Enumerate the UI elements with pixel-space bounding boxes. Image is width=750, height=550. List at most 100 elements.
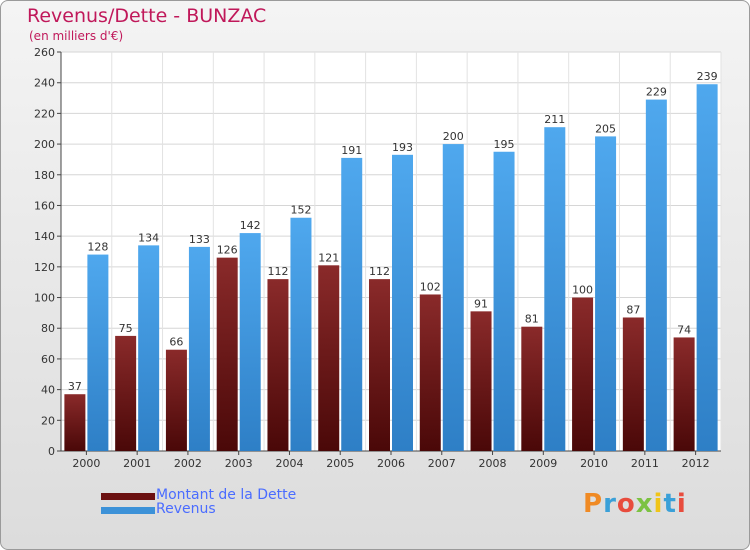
data-label-revenus: 200: [443, 130, 464, 143]
bar-revenus: [595, 136, 617, 451]
x-tick-label: 2001: [123, 457, 151, 470]
y-tick-label: 240: [34, 77, 55, 90]
data-label-revenus: 191: [341, 144, 362, 157]
data-label-revenus: 128: [87, 241, 108, 254]
x-tick-label: 2003: [225, 457, 253, 470]
axes: 0 20 40 60 80 100 120 140 160 180 200 220 240 260 2000…: [34, 46, 721, 470]
y-tick-label: 20: [41, 414, 55, 427]
x-tick-label: 2007: [428, 457, 456, 470]
grid-lines: [60, 51, 722, 452]
y-tick-label: 180: [34, 169, 55, 182]
chart-title: Revenus/Dette - BUNZAC: [27, 5, 267, 27]
x-tick-label: 2000: [72, 457, 100, 470]
data-label-revenus: 239: [697, 70, 718, 83]
data-label-revenus: 211: [544, 113, 565, 126]
bar-revenus: [239, 233, 261, 451]
logo-letter: t: [663, 489, 677, 519]
data-label-revenus: 195: [494, 138, 515, 151]
x-tick-label: 2010: [580, 457, 608, 470]
y-tick-label: 120: [34, 261, 55, 274]
y-tick-label: 140: [34, 230, 55, 243]
bar-revenus: [290, 217, 312, 451]
data-label-debt: 102: [420, 280, 441, 293]
bar-revenus: [493, 151, 515, 451]
bar-debt: [419, 294, 441, 451]
y-tick-label: 80: [41, 322, 55, 335]
y-tick-label: 0: [48, 445, 55, 458]
bar-revenus: [544, 127, 566, 451]
logo-letter: P: [583, 489, 604, 519]
bar-debt: [572, 297, 594, 451]
data-label-revenus: 133: [189, 233, 210, 246]
bar-debt: [64, 394, 86, 451]
x-tick-label: 2008: [479, 457, 507, 470]
bar-debt: [115, 335, 137, 451]
logo-letter: i: [676, 489, 687, 519]
data-label-debt: 112: [369, 265, 390, 278]
data-label-debt: 100: [572, 284, 593, 297]
x-tick-label: 2006: [377, 457, 405, 470]
bar-debt: [470, 311, 492, 451]
data-label-revenus: 152: [290, 204, 311, 217]
y-tick-label: 160: [34, 199, 55, 212]
logo-letter: r: [603, 489, 617, 519]
x-tick-label: 2005: [326, 457, 354, 470]
bar-revenus: [392, 154, 413, 452]
bars: [64, 84, 718, 452]
bar-debt: [165, 349, 187, 451]
bar-revenus: [696, 84, 718, 451]
bar-revenus: [341, 157, 363, 451]
data-label-debt: 126: [217, 244, 238, 257]
y-tick-label: 200: [34, 138, 55, 151]
data-label-debt: 37: [68, 380, 82, 393]
data-label-debt: 74: [677, 323, 691, 336]
bar-revenus: [87, 254, 109, 451]
data-label-debt: 91: [474, 297, 488, 310]
data-label-revenus: 142: [240, 219, 261, 232]
chart-subtitle: (en milliers d'€): [29, 29, 124, 43]
data-label-revenus: 205: [595, 122, 616, 135]
bar-revenus: [188, 246, 210, 451]
x-tick-label: 2012: [682, 457, 710, 470]
data-label-debt: 75: [119, 322, 133, 335]
proxiti-logo: Proxiti: [583, 489, 687, 519]
logo-letter: i: [653, 489, 664, 519]
data-label-revenus: 229: [646, 86, 667, 99]
x-tick-label: 2004: [275, 457, 303, 470]
data-label-debt: 121: [318, 251, 339, 264]
data-label-debt: 112: [267, 265, 288, 278]
x-tick-label: 2011: [631, 457, 659, 470]
bar-debt: [622, 317, 644, 451]
logo-letter: x: [635, 489, 654, 519]
x-tick-label: 2002: [174, 457, 202, 470]
y-tick-label: 40: [41, 384, 55, 397]
data-label-debt: 81: [525, 313, 539, 326]
bar-revenus: [645, 99, 667, 452]
bar-debt: [673, 337, 695, 451]
bar-revenus: [138, 245, 160, 451]
y-tick-label: 60: [41, 353, 55, 366]
legend-swatch-debt: [101, 493, 155, 500]
logo-letter: o: [616, 489, 636, 519]
data-label-revenus: 134: [138, 231, 159, 244]
bar-debt: [369, 279, 390, 451]
legend-swatch-revenus: [101, 507, 155, 514]
legend-label-revenus: Revenus: [156, 501, 216, 517]
bar-debt: [216, 257, 238, 451]
bar-debt: [318, 265, 340, 451]
y-tick-label: 260: [34, 46, 55, 59]
plot-area: [61, 52, 721, 451]
x-tick-label: 2009: [529, 457, 557, 470]
bar-revenus: [442, 144, 464, 452]
data-label-revenus: 193: [392, 141, 413, 154]
y-tick-label: 220: [34, 107, 55, 120]
bar-debt: [267, 279, 289, 451]
y-tick-label: 100: [34, 292, 55, 305]
data-label-debt: 87: [626, 303, 640, 316]
bar-debt: [521, 326, 543, 451]
legend-label-debt: Montant de la Dette: [156, 487, 297, 503]
data-label-debt: 66: [169, 336, 183, 349]
